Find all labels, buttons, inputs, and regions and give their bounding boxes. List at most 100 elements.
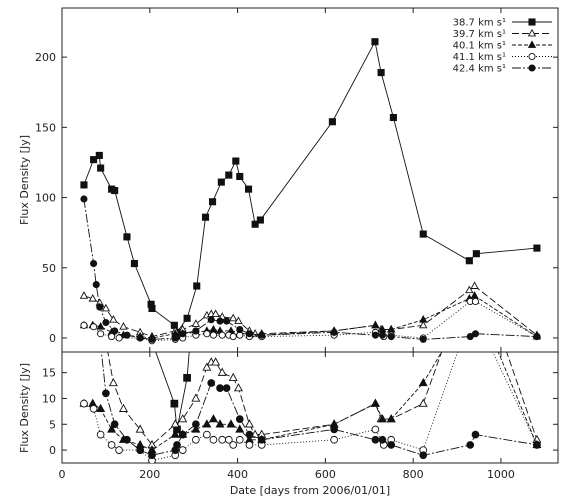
data-point [170, 321, 178, 329]
data-point [217, 178, 225, 186]
data-point [209, 324, 218, 333]
data-point [178, 430, 187, 439]
data-point [79, 291, 89, 299]
data-point [330, 328, 338, 336]
data-point [124, 75, 131, 82]
data-point [330, 425, 338, 434]
data-point [191, 319, 201, 327]
data-point [93, 251, 100, 258]
bottom-y-axis-label: Flux Density [Jy] [18, 363, 31, 453]
data-point [377, 414, 387, 423]
data-point [211, 357, 221, 366]
data-point [170, 399, 179, 408]
data-point [191, 393, 201, 402]
data-point [232, 157, 240, 165]
data-point [191, 424, 201, 433]
data-point [229, 333, 237, 341]
data-point [109, 315, 118, 323]
data-point [472, 250, 480, 258]
data-point [229, 441, 238, 449]
data-point [202, 362, 212, 371]
data-point [244, 185, 253, 193]
series-39-7-km-s [102, 338, 542, 449]
data-point [192, 420, 200, 429]
data-point [224, 435, 233, 444]
data-point [534, 116, 541, 123]
data-point [148, 304, 156, 313]
data-point [201, 213, 210, 221]
data-point [419, 230, 427, 238]
data-point [470, 281, 479, 289]
data-point [90, 156, 98, 164]
data-point [118, 403, 128, 412]
y-tick-label: 5 [49, 418, 56, 431]
data-point [173, 333, 181, 341]
data-point [473, 137, 480, 144]
data-point [245, 330, 253, 338]
data-point [225, 171, 233, 179]
data-point [418, 377, 428, 387]
data-point [371, 38, 379, 46]
data-point [389, 113, 397, 122]
data-point [110, 420, 119, 429]
data-point [216, 317, 224, 325]
data-point [123, 331, 131, 339]
data-point [533, 441, 541, 449]
y-tick-label: 10 [42, 392, 56, 405]
data-point [252, 29, 259, 36]
data-point [102, 338, 109, 345]
data-point [90, 173, 97, 180]
data-point [533, 333, 541, 341]
data-point [223, 317, 231, 325]
data-point [466, 163, 473, 170]
legend-item: 38.7 km s¹ [453, 18, 552, 29]
x-tick-label: 1000 [487, 468, 515, 481]
data-point [80, 195, 88, 203]
x-tick-label: 0 [59, 468, 66, 481]
data-point [96, 430, 105, 439]
series-42-4-km-s [90, 173, 541, 460]
data-point [236, 172, 244, 181]
bottom-panel-frame [61, 351, 559, 464]
y-tick-label: 15 [42, 367, 56, 380]
data-point [101, 303, 111, 312]
data-point [96, 403, 106, 412]
data-point [130, 259, 138, 268]
data-point [371, 425, 380, 434]
data-point [111, 186, 119, 195]
legend-label: 40.1 km s¹ [453, 41, 506, 52]
data-point [233, 383, 243, 392]
data-point [257, 435, 266, 444]
data-point [123, 233, 131, 241]
legend-marker [528, 64, 536, 72]
data-point [107, 441, 116, 449]
data-point [387, 333, 395, 341]
data-point [216, 384, 224, 392]
data-point [193, 282, 201, 290]
data-point [119, 322, 128, 330]
series-38-7-km-s [80, 38, 541, 336]
legend-label: 41.1 km s¹ [453, 52, 506, 63]
series-line-40-1-km-s [83, 352, 538, 451]
legend-item: 39.7 km s¹ [453, 28, 552, 40]
data-point [95, 151, 103, 159]
data-point [96, 303, 104, 311]
data-point [80, 321, 88, 329]
y-tick-label: 150 [35, 121, 56, 134]
data-point [115, 334, 123, 342]
data-point [202, 430, 211, 439]
data-point [80, 399, 88, 408]
data-point [228, 372, 238, 381]
x-tick-label: 600 [315, 468, 336, 481]
data-point [371, 320, 380, 329]
data-point [218, 435, 227, 444]
data-point [257, 13, 264, 20]
data-point [97, 330, 105, 338]
bottom-plot-area [79, 13, 542, 463]
data-point [183, 373, 191, 382]
data-point [471, 330, 480, 338]
data-point [97, 164, 105, 172]
data-point [102, 318, 110, 327]
data-point [148, 451, 156, 460]
